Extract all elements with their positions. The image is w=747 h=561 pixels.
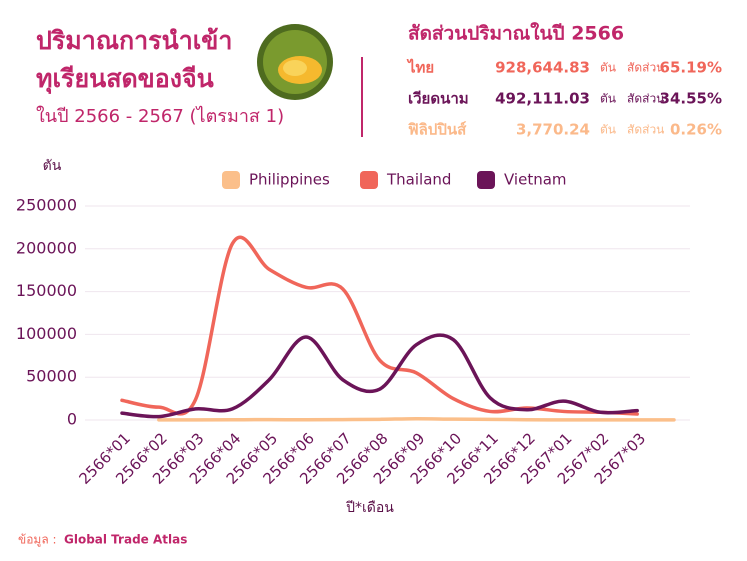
legend-swatch <box>222 171 240 189</box>
share: 0.26% <box>670 121 722 139</box>
series-line <box>120 333 639 419</box>
y-axis-title: ตัน <box>43 158 62 174</box>
series-line <box>120 235 639 416</box>
series-line <box>157 416 676 422</box>
title: ปริมาณการนำเข้า <box>36 26 232 55</box>
share-label: สัดส่วน <box>627 61 664 75</box>
unit: ตัน <box>600 92 616 106</box>
y-tick-label: 200000 <box>16 238 77 257</box>
summary-title: สัดส่วนปริมาณในปี 2566 <box>408 22 624 45</box>
durian-icon <box>257 24 333 100</box>
country: เวียดนาม <box>408 90 469 108</box>
legend-label: Vietnam <box>504 171 567 189</box>
chart: ตันปี*เดือน 0 50000 100000 150000 200000 25000… <box>16 158 690 516</box>
legend-swatch <box>360 171 378 189</box>
amount: 3,770.24 <box>516 121 590 139</box>
share: 34.55% <box>660 90 722 108</box>
share: 65.19% <box>660 59 722 77</box>
share-label: สัดส่วน <box>627 92 664 106</box>
y-tick-label: 0 <box>67 410 77 429</box>
unit: ตัน <box>600 61 616 75</box>
source-label: ข้อมูล : <box>18 533 57 548</box>
source: Global Trade Atlas <box>64 533 187 547</box>
amount: 492,111.03 <box>495 90 590 108</box>
title: ทุเรียนสดของจีน <box>36 64 214 95</box>
y-tick-label: 250000 <box>16 196 77 215</box>
y-tick-label: 50000 <box>26 367 77 386</box>
legend-label: Thailand <box>386 171 451 189</box>
x-axis-title: ปี*เดือน <box>346 500 395 516</box>
amount: 928,644.83 <box>495 59 590 77</box>
subtitle: ในปี 2566 - 2567 (ไตรมาส 1) <box>36 105 284 127</box>
y-tick-label: 100000 <box>16 324 77 343</box>
legend-label: Philippines <box>249 171 330 189</box>
country: ไทย <box>406 58 434 77</box>
country: ฟิลิปปินส์ <box>408 121 467 139</box>
y-tick-label: 150000 <box>16 281 77 300</box>
legend-swatch <box>477 171 495 189</box>
unit: ตัน <box>600 123 616 137</box>
share-label: สัดส่วน <box>627 123 664 137</box>
